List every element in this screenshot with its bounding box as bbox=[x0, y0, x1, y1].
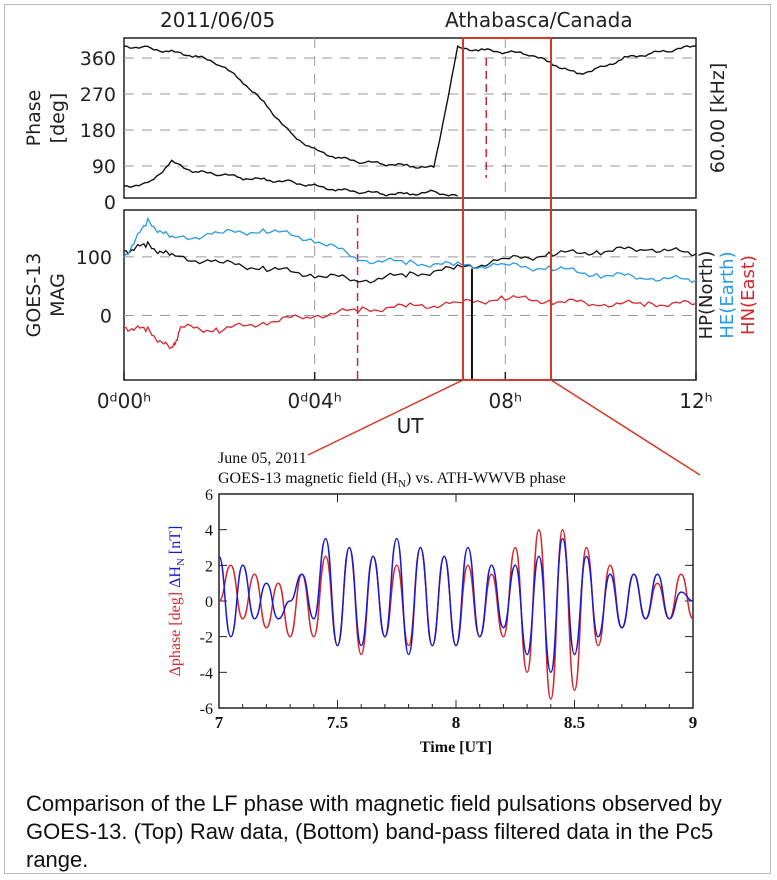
top-xtick-label: 12ʰ bbox=[679, 389, 713, 413]
mag-trace-hn bbox=[123, 294, 697, 350]
inset-xlabel: Time [UT] bbox=[420, 739, 492, 756]
inset-trace-hn bbox=[218, 537, 694, 674]
inset-traces bbox=[218, 528, 694, 700]
inset-subtitle: GOES-13 magnetic field (HN) vs. ATH-WWVB… bbox=[218, 470, 566, 490]
mag-traces bbox=[123, 216, 697, 380]
phase-yticks: 0 90 180 270 360 bbox=[80, 48, 116, 214]
mag-panel: GOES-13 MAG 100 0 HP(North) HE(Earth) HN(… bbox=[23, 209, 759, 381]
inset-xtick-label: 8 bbox=[452, 713, 461, 732]
inset-date: June 05, 2011 bbox=[218, 450, 307, 467]
top-xtick-label: 0ᵈ04ʰ bbox=[287, 389, 341, 413]
inset-panel: 6 4 2 0 -2 -4 -67 7.5 8 8.5 9 bbox=[200, 487, 698, 732]
inset-xtick-label: 7.5 bbox=[327, 713, 348, 732]
top-xlabel: UT bbox=[397, 414, 425, 438]
inset-xtick-label: 9 bbox=[689, 713, 698, 732]
phase-ylabel-line1: Phase bbox=[23, 90, 45, 147]
mag-grid bbox=[124, 210, 696, 380]
phase-ytick-label: 0 bbox=[104, 192, 116, 214]
legend-hp: HP(North) bbox=[696, 251, 717, 340]
mag-ylabel-line1: GOES-13 bbox=[23, 253, 45, 338]
phase-ylabel-line2: [deg] bbox=[47, 93, 69, 144]
phase-panel-frame bbox=[123, 37, 697, 199]
inset-ytick-label: -4 bbox=[200, 665, 213, 682]
mag-trace-he bbox=[123, 216, 697, 284]
inset-ytick-label: 4 bbox=[205, 523, 213, 540]
inset-ylabel: Δphase [deg] ΔHN [nT] bbox=[167, 526, 187, 677]
top-station: Athabasca/Canada bbox=[445, 8, 633, 32]
mag-yticks: 100 0 bbox=[76, 247, 112, 328]
mag-ytick-label: 100 bbox=[76, 247, 112, 269]
mag-panel-frame bbox=[123, 209, 697, 381]
phase-ytick-label: 180 bbox=[80, 120, 116, 142]
zoom-line-left bbox=[307, 379, 464, 456]
mag-trace-hp bbox=[123, 240, 697, 284]
legend-hn: HN(East) bbox=[738, 255, 759, 335]
top-date: 2011/06/05 bbox=[160, 8, 275, 32]
phase-traces bbox=[123, 44, 697, 197]
phase-trace-0 bbox=[123, 44, 697, 169]
mag-ylabel-line2: MAG bbox=[47, 273, 69, 317]
phase-ytick-label: 360 bbox=[80, 48, 116, 70]
phase-ytick-label: 270 bbox=[80, 84, 116, 106]
zoom-line-right bbox=[550, 379, 701, 476]
top-xtick-label: 0ᵈ00ʰ bbox=[97, 389, 151, 413]
top-xticks: 0ᵈ00ʰ 0ᵈ04ʰ 08ʰ 12ʰ bbox=[97, 372, 713, 413]
inset-trace-phase bbox=[218, 528, 694, 700]
inset-ytick-label: 2 bbox=[205, 558, 213, 575]
inset-xtick-label: 7 bbox=[215, 713, 224, 732]
mag-ytick-label: 0 bbox=[100, 306, 112, 328]
inset-xtick-label: 8.5 bbox=[564, 713, 585, 732]
legend-he: HE(Earth) bbox=[717, 251, 738, 338]
inset-ytick-label: -2 bbox=[200, 630, 213, 647]
inset-ytick-label: -6 bbox=[200, 701, 213, 718]
phase-trace-1 bbox=[123, 159, 458, 197]
zoom-highlight-box bbox=[462, 37, 552, 381]
phase-ytick-label: 90 bbox=[92, 156, 116, 178]
top-xtick-label: 08ʰ bbox=[489, 389, 523, 413]
phase-panel: Phase [deg] 0 90 180 270 360 60.00 [kHz] bbox=[23, 37, 729, 214]
inset-ytick-label: 0 bbox=[205, 594, 213, 611]
figure-caption: Comparison of the LF phase with magnetic… bbox=[26, 791, 722, 872]
inset-ytick-label: 6 bbox=[205, 487, 213, 504]
phase-grid bbox=[124, 38, 696, 198]
phase-right-label: 60.00 [kHz] bbox=[707, 63, 729, 174]
inset-ticks: 6 4 2 0 -2 -4 -67 7.5 8 8.5 9 bbox=[200, 487, 698, 732]
